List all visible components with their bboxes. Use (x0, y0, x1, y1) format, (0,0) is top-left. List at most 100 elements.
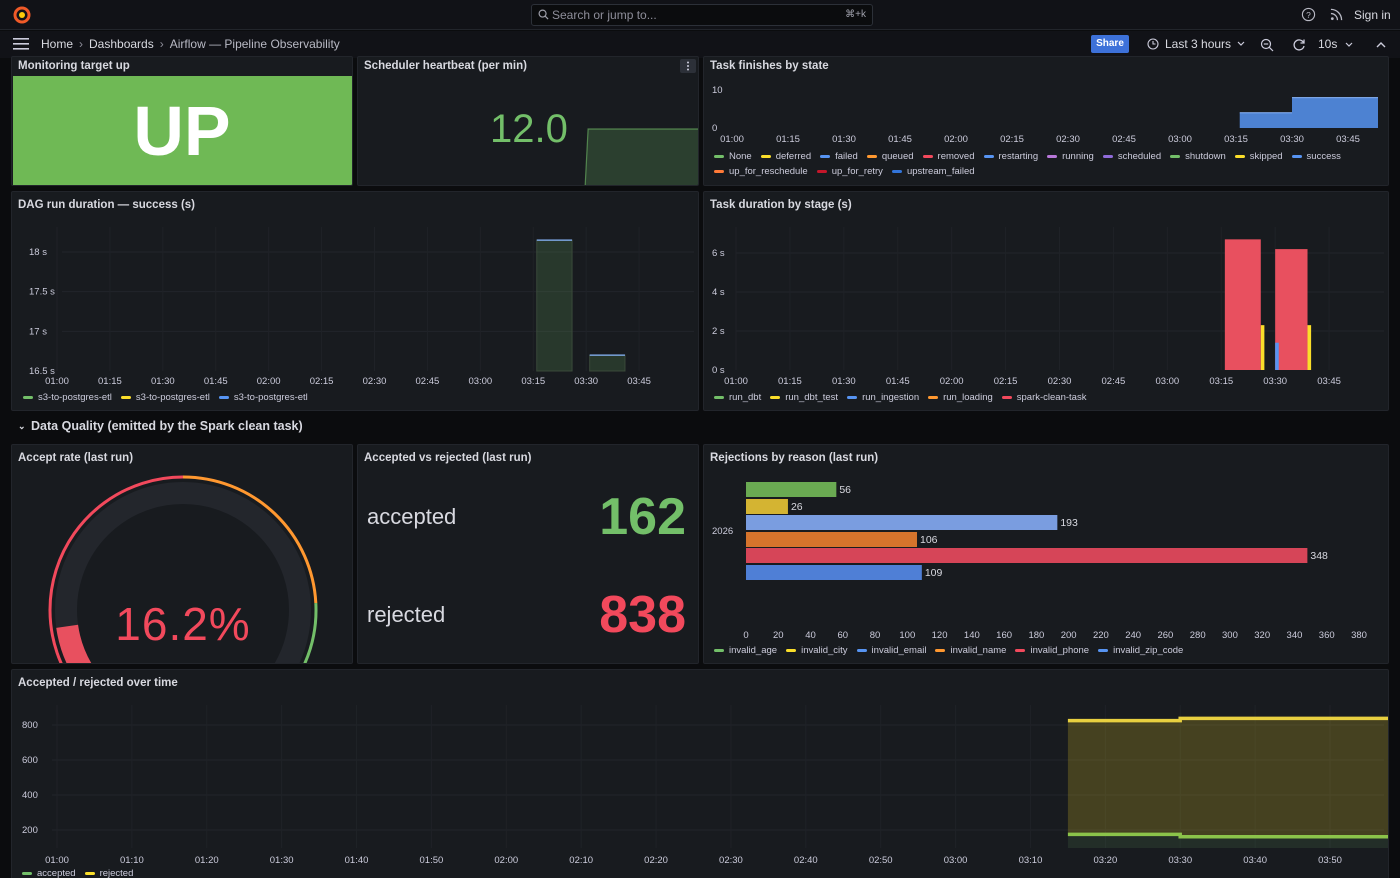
legend-item[interactable]: up_for_retry (816, 166, 883, 177)
refresh-icon[interactable] (1292, 38, 1306, 52)
legend-item[interactable]: None (714, 151, 752, 162)
legend-item[interactable]: s3-to-postgres-etl (23, 392, 112, 403)
x-tick-label: 260 (1157, 630, 1173, 641)
accepted-line (1067, 832, 1388, 839)
run_ingestion-bar (1275, 342, 1279, 370)
rejection-value-label: 26 (791, 501, 803, 513)
x-tick-label: 02:30 (363, 376, 387, 387)
rss-icon[interactable] (1330, 8, 1343, 21)
x-tick-label: 240 (1125, 630, 1141, 641)
legend-label: invalid_zip_code (1113, 645, 1184, 656)
grafana-logo[interactable] (12, 5, 32, 25)
row-title: Data Quality (emitted by the Spark clean… (31, 419, 303, 433)
legend-item[interactable]: run_dbt (714, 392, 761, 403)
legend-item[interactable]: accepted (22, 868, 76, 878)
panel-monitoring-target-up[interactable]: Monitoring target up UP (11, 56, 353, 186)
x-tick-label: 01:50 (420, 855, 444, 866)
legend-item[interactable]: invalid_age (714, 645, 777, 656)
legend-item[interactable]: restarting (983, 151, 1038, 162)
x-tick-label: 100 (899, 630, 915, 641)
panel-menu-icon[interactable] (680, 59, 696, 73)
panel-dag-run-duration[interactable]: DAG run duration — success (s) 16.5 s 17 … (11, 191, 699, 411)
x-tick-label: 03:45 (627, 376, 651, 387)
legend-item[interactable]: queued (866, 151, 914, 162)
legend-label: invalid_city (801, 645, 848, 656)
help-circle-icon[interactable]: ? (1301, 7, 1316, 22)
over-time-chart: 200 400 600 800 01:00 01:10 01:20 01:30 01:40 01:… (22, 705, 1388, 866)
legend-item[interactable]: run_ingestion (847, 392, 919, 403)
legend-item[interactable]: spark-clean-task (1001, 392, 1086, 403)
legend-item[interactable]: invalid_zip_code (1098, 645, 1183, 656)
panel-rejections-by-reason[interactable]: Rejections by reason (last run) 2026 56 26… (703, 444, 1389, 664)
panel-accepted-rejected-over-time[interactable]: Accepted / rejected over time 200 400 600 8… (11, 669, 1389, 878)
share-button[interactable]: Share (1091, 35, 1129, 53)
rejection-value-label: 109 (925, 567, 943, 579)
chevron-up-icon[interactable] (1375, 40, 1387, 50)
search-placeholder: Search or jump to... (552, 8, 657, 22)
x-tick-label: 03:30 (574, 376, 598, 387)
y-tick-label: 18 s (29, 247, 47, 258)
legend-item[interactable]: deferred (760, 151, 811, 162)
legend-item[interactable]: s3-to-postgres-etl (120, 392, 210, 403)
legend-item[interactable]: up_for_reschedule (714, 166, 808, 177)
x-tick-label: 01:30 (151, 376, 175, 387)
rejection-bar-invalid_name (746, 532, 917, 547)
threshold-red (48, 475, 184, 663)
duration-bar (589, 354, 626, 372)
breadcrumb-dashboards[interactable]: Dashboards (89, 37, 154, 51)
legend-label: success (1306, 151, 1341, 162)
legend-item[interactable]: success (1291, 151, 1341, 162)
menu-icon[interactable] (13, 38, 29, 50)
legend-item[interactable]: invalid_phone (1015, 645, 1089, 656)
legend-label: run_ingestion (862, 392, 920, 403)
legend-label: rejected (99, 868, 134, 878)
panel-task-finishes[interactable]: Task finishes by state 0 10 01:00 01:15 01:3… (703, 56, 1389, 186)
legend-item[interactable]: running (1047, 151, 1094, 162)
panel-title: Accepted vs rejected (last run) (364, 452, 532, 464)
legend-swatch (22, 872, 32, 875)
task-duration-chart: 0 s 2 s 4 s 6 s 01:00 01:15 01:30 01:45 02:00 02:… (712, 227, 1384, 387)
panel-scheduler-heartbeat[interactable]: Scheduler heartbeat (per min) 12.0 (357, 56, 699, 186)
time-range-picker[interactable]: Last 3 hours (1147, 37, 1245, 51)
legend-item[interactable]: run_loading (928, 392, 993, 403)
row-header-data-quality[interactable]: ⌄ Data Quality (emitted by the Spark cle… (18, 419, 303, 433)
refresh-interval-picker[interactable]: 10s (1318, 37, 1353, 51)
x-tick-label: 03:40 (1243, 855, 1267, 866)
legend-item[interactable]: upstream_failed (891, 166, 975, 177)
legend-item[interactable]: rejected (84, 868, 134, 878)
legend-item[interactable]: invalid_email (856, 645, 926, 656)
x-tick-label: 02:20 (644, 855, 668, 866)
search-input[interactable]: Search or jump to... ⌘+k (531, 4, 873, 26)
x-tick-label: 03:00 (1168, 134, 1192, 145)
legend-item[interactable]: removed (922, 151, 975, 162)
legend-item[interactable]: scheduled (1102, 151, 1161, 162)
legend-item[interactable]: run_dbt_test (770, 392, 838, 403)
legend-swatch (816, 170, 827, 173)
legend-label: failed (835, 151, 858, 162)
y-tick-label: 200 (22, 825, 38, 836)
x-tick-label: 03:15 (1209, 376, 1233, 387)
zoom-out-icon[interactable] (1260, 38, 1274, 52)
breadcrumb-home[interactable]: Home (41, 37, 74, 51)
x-tick-label: 01:00 (45, 855, 69, 866)
legend-item[interactable]: invalid_name (935, 645, 1006, 656)
legend-item[interactable]: s3-to-postgres-etl (218, 392, 308, 403)
up-value: UP (133, 92, 231, 170)
sign-in-link[interactable]: Sign in (1354, 8, 1391, 22)
panel-accept-rate[interactable]: Accept rate (last run) 16.2% (11, 444, 353, 664)
legend-item[interactable]: failed (820, 151, 858, 162)
panel-accepted-vs-rejected[interactable]: Accepted vs rejected (last run) accepted… (357, 444, 699, 664)
legend-swatch (1234, 155, 1245, 158)
time-range-label: Last 3 hours (1165, 37, 1232, 51)
legend-item[interactable]: shutdown (1170, 151, 1226, 162)
legend-item[interactable]: invalid_city (786, 645, 848, 656)
panel-title: Task finishes by state (710, 60, 829, 72)
legend-swatch (1102, 155, 1113, 158)
x-tick-label: 03:00 (944, 855, 968, 866)
legend-item[interactable]: skipped (1234, 151, 1283, 162)
chart-legend: accepted rejected (22, 868, 622, 878)
x-tick-label: 02:00 (944, 134, 968, 145)
panel-title: Monitoring target up (18, 60, 130, 72)
y-tick-label: 4 s (712, 287, 725, 298)
